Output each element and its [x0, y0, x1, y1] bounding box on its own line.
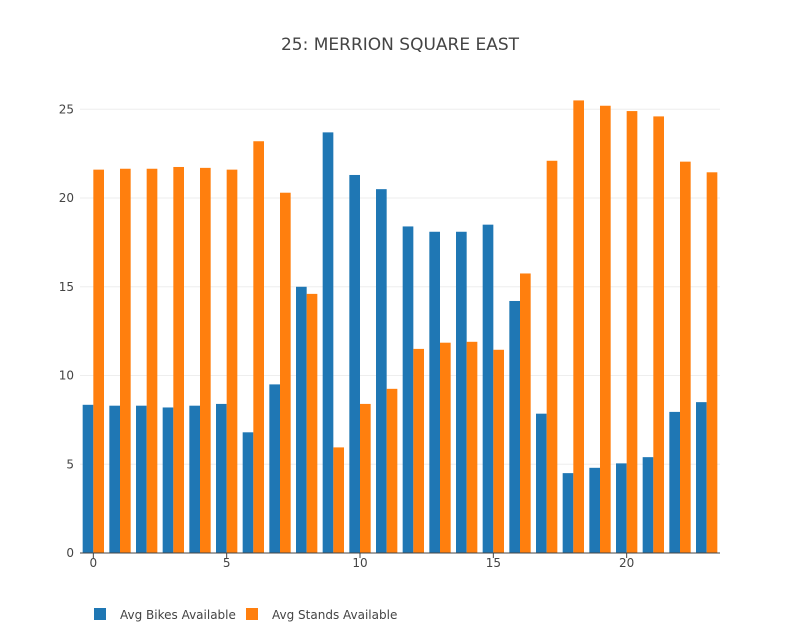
bar-bikes[interactable] [589, 467, 600, 553]
legend[interactable]: Avg Bikes Available Avg Stands Available [94, 608, 397, 622]
bar-bikes[interactable] [296, 286, 307, 553]
bar-stands[interactable] [626, 111, 638, 553]
bar-bikes[interactable] [616, 463, 627, 553]
bar-bikes[interactable] [696, 402, 707, 553]
y-tick-label: 0 [66, 546, 74, 560]
legend-item-bikes[interactable]: Avg Bikes Available [94, 608, 236, 622]
bar-stands[interactable] [226, 169, 238, 553]
bar-stands[interactable] [200, 167, 211, 553]
x-tick-label: 10 [352, 556, 367, 570]
bar-stands[interactable] [440, 342, 451, 553]
bar-stands[interactable] [93, 169, 104, 553]
bar-bikes[interactable] [536, 413, 547, 553]
bar-bikes[interactable] [509, 300, 520, 553]
bar-stands[interactable] [253, 141, 264, 554]
bar-stands[interactable] [653, 116, 664, 554]
bar-bikes[interactable] [456, 231, 467, 553]
bar-bikes[interactable] [402, 226, 414, 553]
chart-title: 25: MERRION SQUARE EAST [281, 35, 520, 55]
gridlines [80, 108, 720, 465]
bar-bikes[interactable] [322, 132, 334, 553]
bar-stands[interactable] [680, 161, 691, 553]
bar-bikes[interactable] [349, 174, 360, 553]
bar-stands[interactable] [146, 168, 158, 553]
bar-bikes[interactable] [109, 405, 120, 553]
bar-stands[interactable] [546, 160, 558, 553]
bar-bikes[interactable] [562, 473, 574, 553]
bar-bikes[interactable] [242, 432, 254, 553]
x-tick-label: 20 [619, 556, 634, 570]
bar-stands[interactable] [360, 403, 371, 553]
y-tick-label: 5 [66, 457, 74, 471]
bar-bikes[interactable] [429, 231, 440, 553]
y-tick-label: 20 [59, 191, 74, 205]
bar-stands[interactable] [573, 100, 584, 554]
bar-stands[interactable] [280, 192, 291, 553]
bar-bikes[interactable] [216, 403, 227, 553]
bar-bikes[interactable] [669, 411, 680, 553]
bars [82, 100, 718, 554]
legend-item-stands[interactable]: Avg Stands Available [246, 608, 397, 622]
bar-bikes[interactable] [136, 405, 147, 553]
legend-label-stands: Avg Stands Available [272, 608, 397, 622]
bar-stands[interactable] [413, 348, 424, 553]
legend-swatch-bikes [94, 608, 106, 620]
bar-stands[interactable] [466, 341, 478, 553]
bar-bikes[interactable] [189, 405, 200, 553]
bar-stands[interactable] [493, 349, 504, 553]
bar-stands[interactable] [173, 166, 184, 554]
bar-bikes[interactable] [642, 457, 654, 553]
bar-stands[interactable] [306, 293, 318, 553]
x-axis-ticks: 0 5 10 15 20 [90, 553, 634, 570]
bar-stands[interactable] [706, 172, 718, 554]
bar-bikes[interactable] [162, 407, 174, 553]
x-tick-label: 15 [486, 556, 501, 570]
y-tick-label: 10 [59, 369, 74, 383]
bar-bikes[interactable] [269, 384, 280, 553]
y-tick-label: 25 [59, 102, 74, 116]
legend-swatch-stands [246, 608, 258, 620]
bar-stands[interactable] [386, 388, 398, 553]
y-tick-label: 15 [59, 280, 74, 294]
x-tick-label: 0 [90, 556, 98, 570]
bar-bikes[interactable] [482, 224, 494, 553]
legend-label-bikes: Avg Bikes Available [120, 608, 236, 622]
bar-stands[interactable] [600, 105, 611, 553]
bar-stands[interactable] [520, 273, 531, 553]
x-tick-label: 5 [223, 556, 231, 570]
bar-bikes[interactable] [376, 189, 387, 553]
bar-bikes[interactable] [82, 404, 94, 553]
bar-stands[interactable] [333, 447, 344, 553]
y-axis-ticks: 0 5 10 15 20 25 [59, 102, 74, 560]
bar-stands[interactable] [120, 168, 131, 553]
